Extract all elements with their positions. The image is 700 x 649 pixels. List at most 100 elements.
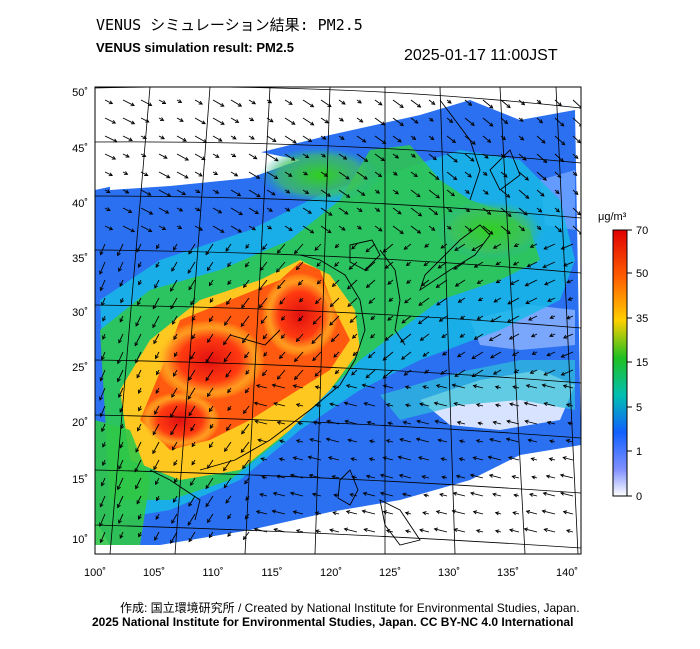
wind-arrow-head bbox=[472, 456, 477, 461]
wind-arrow-head bbox=[334, 262, 339, 267]
wind-arrow bbox=[190, 297, 196, 305]
wind-arrow-head bbox=[343, 527, 349, 532]
wind-arrow bbox=[356, 171, 368, 180]
wind-arrow bbox=[135, 477, 142, 489]
wind-arrow bbox=[524, 528, 538, 533]
wind-arrow-head bbox=[153, 465, 158, 471]
wind-arrow-head bbox=[244, 389, 249, 394]
wind-arrow bbox=[104, 135, 117, 143]
wind-arrow-head bbox=[511, 352, 517, 356]
wind-arrow bbox=[365, 369, 376, 379]
wind-arrow bbox=[212, 117, 225, 125]
wind-arrow bbox=[122, 117, 135, 125]
wind-arrow bbox=[493, 297, 502, 303]
wind-arrow bbox=[188, 369, 196, 381]
wind-arrow bbox=[529, 493, 538, 497]
map-title-english: VENUS simulation result: PM2.5 bbox=[96, 40, 294, 55]
wind-arrow-head bbox=[476, 316, 481, 320]
wind-arrow-head bbox=[295, 529, 301, 534]
wind-arrow-head bbox=[293, 357, 299, 363]
wind-arrow-head bbox=[405, 403, 410, 408]
wind-arrow bbox=[489, 333, 502, 341]
wind-arrow bbox=[333, 351, 340, 358]
wind-arrow bbox=[536, 207, 542, 213]
wind-arrow bbox=[99, 513, 106, 527]
wind-arrow-head bbox=[470, 121, 475, 127]
wind-arrow bbox=[464, 99, 472, 106]
wind-arrow bbox=[418, 297, 430, 306]
wind-arrow bbox=[223, 459, 232, 471]
wind-arrow-head bbox=[403, 245, 408, 250]
wind-arrow bbox=[135, 351, 142, 363]
wind-arrow bbox=[338, 171, 350, 180]
wind-arrow bbox=[320, 117, 329, 124]
wind-arrow bbox=[266, 117, 274, 123]
wind-arrow bbox=[356, 207, 363, 212]
wind-arrow bbox=[223, 351, 232, 362]
wind-arrow-head bbox=[451, 383, 456, 388]
wind-arrow-head bbox=[148, 228, 153, 233]
wind-arrow-head bbox=[138, 281, 142, 286]
wind-arrow bbox=[490, 315, 502, 322]
wind-arrow-head bbox=[537, 99, 542, 104]
wind-arrow bbox=[440, 243, 448, 249]
wind-arrow-head bbox=[487, 210, 492, 215]
wind-arrow-head bbox=[256, 193, 261, 198]
wind-arrow bbox=[329, 315, 340, 326]
wind-arrow-head bbox=[113, 138, 118, 143]
wind-arrow-head bbox=[549, 439, 554, 444]
wind-arrow bbox=[356, 135, 366, 143]
wind-arrow bbox=[500, 189, 510, 198]
wind-arrow-head bbox=[513, 493, 518, 498]
wind-arrow-head bbox=[234, 119, 240, 123]
wind-arrow-head bbox=[411, 136, 417, 140]
wind-arrow bbox=[290, 492, 304, 497]
wind-arrow-head bbox=[542, 264, 547, 269]
wind-arrow-head bbox=[387, 280, 392, 285]
colorbar: μg/m³ 70 50 35 15 5 1 0 bbox=[598, 211, 648, 503]
wind-arrow-head bbox=[370, 334, 375, 339]
wind-arrow-head bbox=[261, 475, 266, 480]
wind-arrow bbox=[536, 189, 545, 197]
wind-arrow-head bbox=[118, 339, 122, 344]
wind-arrow-head bbox=[495, 403, 500, 408]
wind-arrow bbox=[518, 99, 525, 106]
wind-arrow-head bbox=[561, 141, 566, 146]
wind-arrow bbox=[172, 315, 178, 325]
wind-arrow-head bbox=[416, 103, 422, 108]
wind-arrow bbox=[284, 225, 293, 231]
wind-arrow bbox=[528, 439, 538, 443]
wind-arrow bbox=[293, 385, 304, 389]
wind-arrow-head bbox=[340, 135, 345, 140]
wind-arrow-head bbox=[130, 228, 136, 233]
wind-arrow-head bbox=[525, 194, 530, 200]
colorbar-tick: 35 bbox=[636, 313, 648, 325]
wind-arrow-head bbox=[309, 229, 315, 234]
wind-arrow bbox=[320, 225, 332, 233]
wind-arrow-head bbox=[327, 103, 332, 108]
wind-arrow bbox=[248, 99, 256, 105]
wind-arrow bbox=[566, 403, 574, 407]
wind-arrow-head bbox=[152, 323, 157, 329]
wind-arrow bbox=[155, 387, 160, 394]
wind-arrow-head bbox=[262, 372, 267, 377]
wind-arrow bbox=[416, 420, 430, 425]
wind-arrow-head bbox=[566, 279, 571, 284]
wind-arrow bbox=[423, 351, 430, 357]
wind-arrow-head bbox=[288, 172, 293, 177]
wind-arrow bbox=[536, 135, 546, 144]
wind-arrow-head bbox=[188, 286, 193, 291]
wind-arrow-head bbox=[366, 420, 372, 425]
wind-arrow bbox=[296, 261, 304, 270]
wind-arrow-head bbox=[170, 431, 175, 436]
wind-arrow-head bbox=[417, 320, 423, 325]
wind-arrow bbox=[333, 512, 340, 515]
wind-arrow bbox=[188, 405, 196, 416]
lon-label: 115˚ bbox=[261, 567, 282, 579]
wind-arrow-head bbox=[231, 153, 237, 158]
wind-arrow-head bbox=[503, 173, 508, 178]
wind-arrow bbox=[471, 351, 484, 359]
wind-arrow bbox=[284, 153, 295, 161]
wind-arrow-head bbox=[524, 176, 530, 181]
wind-arrow bbox=[518, 153, 527, 161]
